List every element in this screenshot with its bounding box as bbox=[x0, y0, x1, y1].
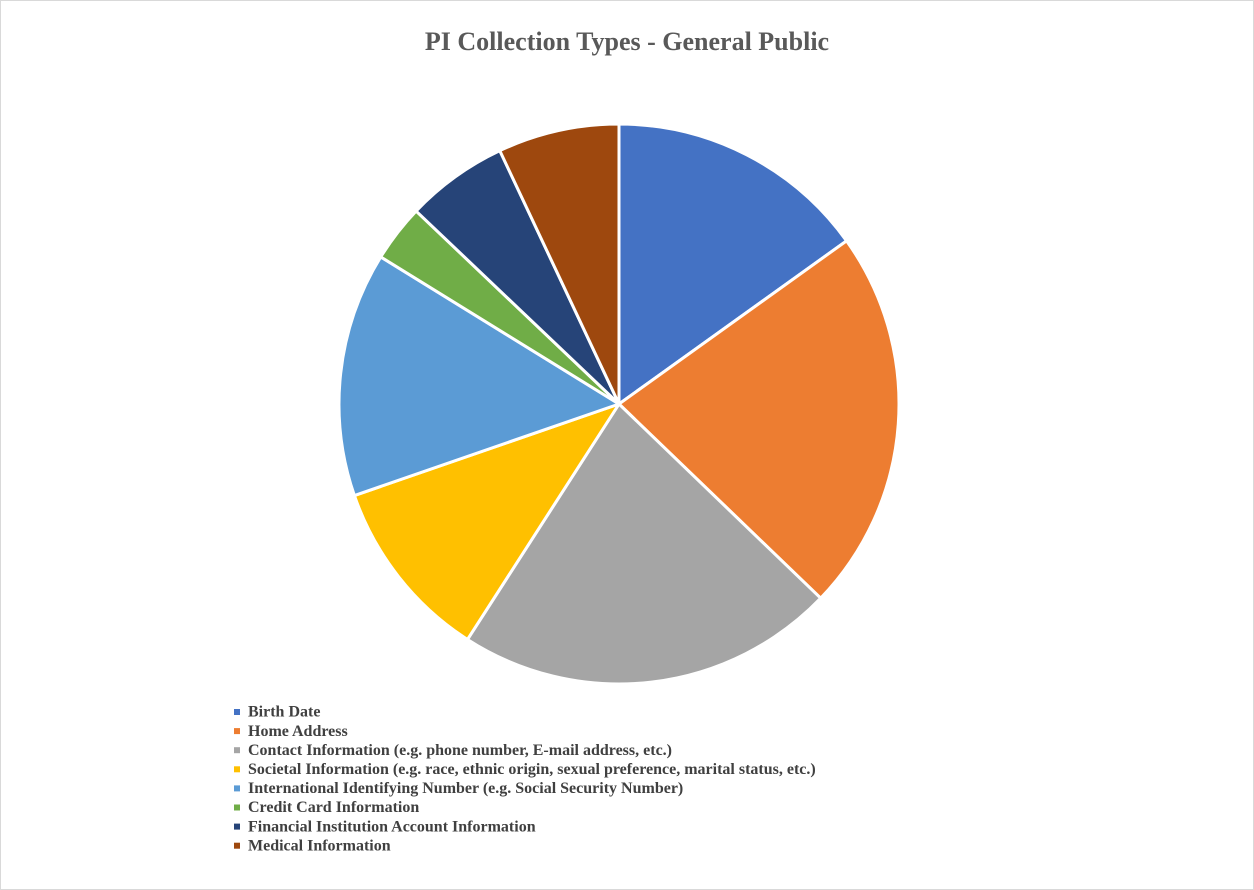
legend-swatch bbox=[234, 823, 240, 830]
legend-swatch bbox=[234, 785, 240, 792]
legend-label: International Identifying Number (e.g. S… bbox=[248, 780, 683, 797]
legend-label: Credit Card Information bbox=[248, 799, 419, 816]
pie-slice bbox=[352, 402, 621, 641]
pie-slice bbox=[498, 122, 621, 406]
pie-slice bbox=[617, 122, 849, 406]
legend-label: Societal Information (e.g. race, ethnic … bbox=[248, 761, 816, 778]
legend-swatch bbox=[234, 728, 240, 735]
legend-label: Home Address bbox=[248, 723, 348, 740]
legend-label: Medical Information bbox=[248, 837, 391, 854]
legend: Birth Date Home Address Contact Informatio… bbox=[234, 704, 816, 854]
pie bbox=[337, 122, 901, 686]
legend-swatch bbox=[234, 842, 240, 849]
legend-swatch bbox=[234, 804, 240, 811]
pie-slice bbox=[337, 255, 621, 498]
legend-swatch bbox=[234, 709, 240, 715]
legend-label: Contact Information (e.g. phone number, … bbox=[248, 742, 672, 759]
pie-slice bbox=[617, 239, 901, 600]
legend-label: Birth Date bbox=[248, 704, 320, 721]
legend-swatch bbox=[234, 766, 240, 773]
chart-title: PI Collection Types - General Public bbox=[425, 27, 829, 56]
legend-swatch bbox=[234, 747, 240, 754]
pie-slice bbox=[465, 402, 823, 686]
legend-label: Financial Institution Account Informatio… bbox=[248, 818, 536, 835]
